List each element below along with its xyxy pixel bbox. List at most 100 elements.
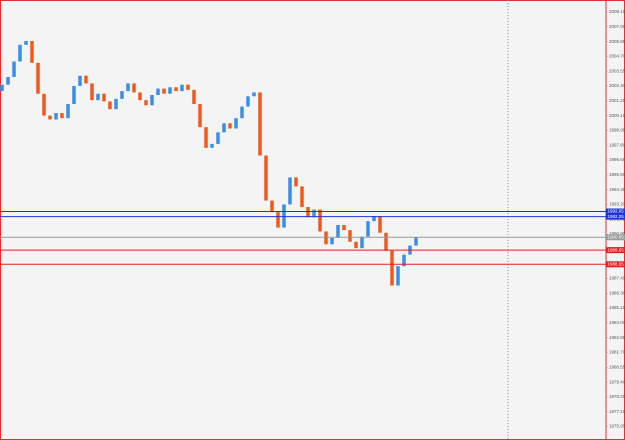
y-tick-label: 1981.70 bbox=[609, 350, 625, 355]
candle bbox=[204, 127, 208, 148]
candle bbox=[234, 118, 238, 129]
candle bbox=[174, 87, 178, 92]
candle bbox=[282, 204, 286, 228]
y-tick-label: 1994.35 bbox=[609, 187, 625, 192]
candle bbox=[210, 143, 214, 148]
candle bbox=[342, 225, 346, 231]
candle bbox=[12, 61, 16, 77]
y-tick-label: 1978.25 bbox=[609, 394, 625, 399]
candle bbox=[18, 44, 22, 62]
y-tick-label: 1990.90 bbox=[609, 231, 625, 236]
price-level-box bbox=[606, 234, 625, 241]
y-tick-label: 1995.50 bbox=[609, 172, 625, 177]
price-level-label: 1988.55 bbox=[608, 261, 625, 266]
candle bbox=[276, 212, 280, 228]
y-tick-label: 2000.10 bbox=[609, 113, 625, 118]
y-tick-label: 1985.15 bbox=[609, 305, 625, 310]
candle bbox=[354, 241, 358, 249]
candle bbox=[78, 75, 82, 86]
price-level-box bbox=[606, 208, 625, 215]
y-tick-label: 1993.20 bbox=[609, 202, 625, 207]
candle bbox=[144, 100, 148, 106]
candle bbox=[312, 209, 316, 218]
y-tick-label: 2005.85 bbox=[609, 39, 625, 44]
candle bbox=[396, 266, 400, 286]
candle bbox=[366, 221, 370, 237]
y-tick-label: 1979.40 bbox=[609, 379, 625, 384]
y-tick-label: 1986.30 bbox=[609, 290, 625, 295]
candle bbox=[90, 83, 94, 101]
y-tick-label: 1984.00 bbox=[609, 320, 625, 325]
price-level-box bbox=[606, 261, 625, 268]
candle bbox=[378, 216, 382, 233]
candle bbox=[36, 62, 40, 94]
candle bbox=[30, 40, 34, 63]
candle bbox=[6, 76, 10, 85]
candle bbox=[84, 75, 88, 84]
candle bbox=[324, 231, 328, 245]
candle bbox=[294, 177, 298, 187]
y-tick-label: 2001.25 bbox=[609, 98, 625, 103]
price-level-box bbox=[606, 213, 625, 220]
y-tick-label: 1982.85 bbox=[609, 335, 625, 340]
candle bbox=[330, 237, 334, 245]
price-level-label: 1992.65 bbox=[608, 209, 625, 214]
candle bbox=[66, 104, 70, 119]
candle bbox=[0, 84, 4, 92]
candle bbox=[390, 250, 394, 286]
y-tick-label: 1987.45 bbox=[609, 276, 625, 281]
candle bbox=[336, 225, 340, 238]
candle bbox=[96, 93, 100, 101]
candle bbox=[318, 209, 322, 232]
candle bbox=[156, 88, 160, 96]
candle bbox=[42, 93, 46, 116]
candle bbox=[372, 216, 376, 222]
y-tick-label: 2004.70 bbox=[609, 54, 625, 59]
candle bbox=[114, 98, 118, 110]
candle bbox=[24, 40, 28, 45]
y-tick-label: 1998.95 bbox=[609, 128, 625, 133]
candle bbox=[270, 200, 274, 213]
candle bbox=[132, 83, 136, 93]
candle bbox=[192, 89, 196, 105]
y-tick-label: 1996.65 bbox=[609, 157, 625, 162]
candle bbox=[264, 155, 268, 201]
candle bbox=[180, 84, 184, 92]
candle bbox=[360, 236, 364, 249]
candle bbox=[102, 93, 106, 102]
price-level-label: 1990.65 bbox=[608, 234, 625, 239]
candle bbox=[258, 92, 262, 156]
candle bbox=[252, 92, 256, 97]
price-level-box bbox=[606, 247, 625, 254]
candle bbox=[228, 123, 232, 129]
y-tick-label: 2003.55 bbox=[609, 68, 625, 73]
candle bbox=[288, 177, 292, 205]
candle bbox=[246, 96, 250, 107]
candle bbox=[48, 115, 52, 120]
candle bbox=[300, 186, 304, 207]
candle bbox=[126, 83, 130, 92]
y-tick-label: 1980.55 bbox=[609, 364, 625, 369]
price-level-label: 1989.65 bbox=[608, 247, 625, 252]
candle bbox=[198, 104, 202, 128]
candle bbox=[414, 237, 418, 246]
candle bbox=[138, 92, 142, 101]
candle bbox=[54, 113, 58, 120]
candle bbox=[108, 101, 112, 110]
candle bbox=[120, 91, 124, 99]
candle bbox=[162, 88, 166, 94]
y-tick-label: 1997.80 bbox=[609, 142, 625, 147]
candle bbox=[306, 206, 310, 218]
candle bbox=[150, 95, 154, 106]
candle bbox=[348, 230, 352, 242]
y-tick-label: 2008.15 bbox=[609, 9, 625, 14]
candle bbox=[168, 87, 172, 94]
y-tick-label: 1977.10 bbox=[609, 409, 625, 414]
candle bbox=[216, 132, 220, 144]
candle bbox=[240, 106, 244, 119]
candle bbox=[222, 123, 226, 133]
candle bbox=[402, 254, 406, 267]
